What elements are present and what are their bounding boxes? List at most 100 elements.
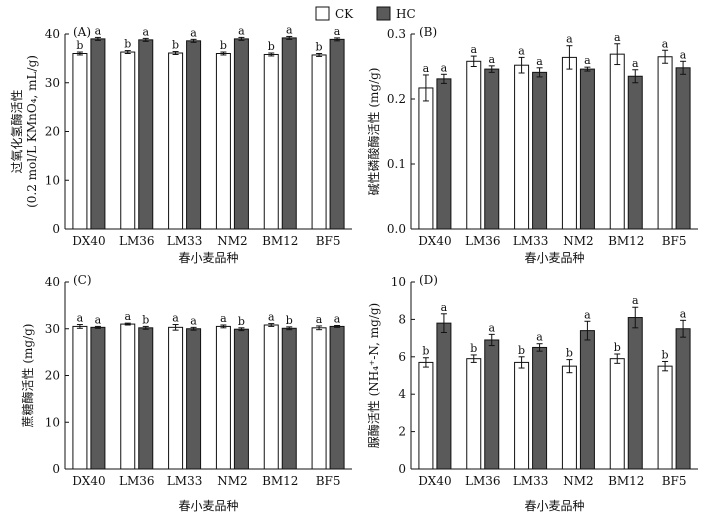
significance-label: a — [632, 294, 639, 307]
y-tick-label: 10 — [391, 275, 406, 289]
bar-ck — [215, 325, 231, 470]
bar-hc — [281, 37, 297, 230]
x-tick-label: DX40 — [72, 234, 105, 248]
significance-label: a — [488, 53, 495, 66]
significance-label: a — [190, 314, 197, 327]
y-tick-label: 10 — [45, 415, 60, 429]
bar-hc — [186, 328, 202, 470]
bar-hc — [532, 71, 548, 230]
x-tick-label: BF5 — [316, 234, 341, 248]
bar-ck — [657, 56, 673, 230]
x-tick-label: DX40 — [72, 474, 105, 488]
bar-hc — [138, 327, 154, 470]
significance-label: a — [632, 57, 639, 70]
y-tick-label: 8 — [398, 312, 406, 326]
significance-label: a — [423, 62, 430, 75]
legend-swatch-hc — [376, 6, 391, 21]
x-tick-label: NM2 — [217, 474, 247, 488]
significance-label: a — [95, 24, 102, 37]
x-tick-label: LM33 — [167, 474, 203, 488]
significance-label: a — [566, 33, 573, 46]
bar-ck — [561, 56, 577, 230]
bar-ck — [120, 51, 136, 230]
significance-label: a — [334, 25, 341, 38]
significance-label: b — [422, 345, 429, 358]
x-axis-title: 春小麦品种 — [178, 499, 238, 513]
bar-ck — [466, 358, 482, 470]
significance-label: a — [680, 48, 687, 61]
x-tick-label: LM33 — [167, 234, 203, 248]
y-axis-title: 碱性磷酸酶活性 (mg/g) — [366, 68, 381, 196]
panel-label: (B) — [419, 25, 437, 39]
bar-ck — [311, 54, 327, 230]
y-tick-label: 0.1 — [387, 157, 406, 171]
significance-label: a — [518, 44, 525, 57]
chart-panel-1: 010203040baDX40baLM36baLM33baNM2baBM12ba… — [9, 23, 352, 265]
significance-label: a — [584, 308, 591, 321]
significance-label: b — [518, 344, 525, 357]
bar-ck — [466, 60, 482, 230]
bar-ck — [72, 53, 88, 230]
significance-label: a — [334, 312, 341, 325]
bar-hc — [138, 39, 154, 230]
bar-hc — [90, 326, 106, 470]
significance-label: b — [76, 39, 83, 52]
bar-hc — [436, 78, 452, 230]
legend-swatch-ck — [315, 6, 330, 21]
bar-ck — [72, 325, 88, 470]
x-axis-title: 春小麦品种 — [524, 251, 584, 265]
x-tick-label: BM12 — [262, 234, 298, 248]
x-tick-label: NM2 — [217, 234, 247, 248]
bar-hc — [484, 339, 500, 470]
chart-panel-2: 0.00.10.20.3a aDX40aaLM36aaLM33aaNM2aaBM1… — [366, 25, 698, 265]
significance-label: a — [536, 331, 543, 344]
significance-label: b — [614, 341, 621, 354]
bar-ck — [263, 324, 279, 470]
significance-label: b — [142, 313, 149, 326]
panel-label: (A) — [73, 25, 91, 39]
y-axis-title-line2: (0.2 mol/L KMnO₄, mL/g) — [25, 55, 39, 208]
x-tick-label: BM12 — [262, 474, 298, 488]
bar-hc — [579, 68, 595, 230]
y-tick-label: 2 — [398, 425, 406, 439]
x-tick-label: LM36 — [465, 474, 501, 488]
x-tick-label: LM33 — [513, 474, 549, 488]
x-tick-label: NM2 — [563, 234, 593, 248]
legend: CK HC — [315, 6, 416, 21]
significance-label: a — [662, 37, 669, 50]
significance-label: a — [124, 310, 131, 323]
bar-hc — [532, 346, 548, 470]
significance-label: a — [316, 313, 323, 326]
significance-label: a — [172, 312, 179, 325]
y-tick-label: 6 — [398, 350, 406, 364]
bar-hc — [329, 38, 345, 230]
y-tick-label: 0.0 — [387, 222, 406, 236]
significance-label: a — [268, 311, 275, 324]
significance-label: a — [95, 313, 102, 326]
y-tick-label: 0 — [52, 462, 60, 476]
panel-label: (C) — [73, 273, 92, 287]
x-tick-label: BM12 — [608, 474, 644, 488]
significance-label: a — [286, 23, 293, 36]
significance-label: b — [286, 314, 293, 327]
chart-panel-4: 0246810baDX40baLM36baLM33baNM2baBM12baBF… — [366, 273, 698, 513]
x-tick-label: BM12 — [608, 234, 644, 248]
bar-ck — [120, 323, 136, 470]
significance-label: b — [238, 315, 245, 328]
x-tick-label: BF5 — [662, 474, 687, 488]
significance-label: a — [584, 54, 591, 67]
bar-hc — [579, 330, 595, 470]
y-tick-label: 0.3 — [387, 27, 406, 41]
significance-label: b — [220, 39, 227, 52]
y-tick-label: 30 — [45, 322, 60, 336]
significance-label: a — [680, 307, 687, 320]
x-tick-label: BF5 — [662, 234, 687, 248]
significance-label: a — [142, 25, 149, 38]
x-tick-label: DX40 — [418, 474, 451, 488]
legend-label-hc: HC — [396, 7, 416, 21]
significance-label: a — [220, 312, 227, 325]
y-tick-label: 40 — [45, 275, 60, 289]
significance-label: b — [662, 348, 669, 361]
